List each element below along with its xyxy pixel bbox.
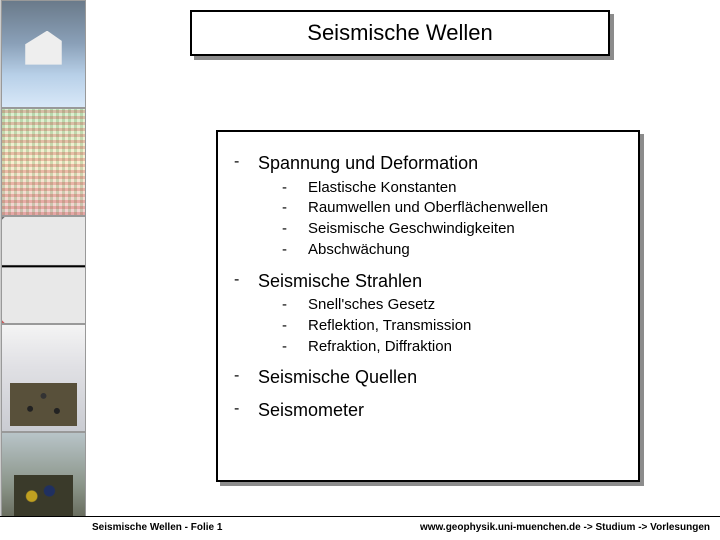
list-item: - Snell'sches Gesetz <box>282 296 622 315</box>
slide-title-box: Seismische Wellen <box>190 10 610 56</box>
section-heading: - Spannung und Deformation <box>234 152 622 175</box>
list-item-text: Raumwellen und Oberflächenwellen <box>308 199 622 218</box>
list-item: - Seismische Geschwindigkeiten <box>282 220 622 239</box>
sidebar-image-cross-section <box>1 216 86 324</box>
section-heading: - Seismometer <box>234 399 622 422</box>
bullet-icon: - <box>234 152 258 175</box>
list-item-text: Snell'sches Gesetz <box>308 296 622 315</box>
footer-left-text: Seismische Wellen - Folie 1 <box>92 522 222 533</box>
section-heading-text: Seismometer <box>258 399 364 422</box>
section-heading: - Seismische Quellen <box>234 366 622 389</box>
image-sidebar <box>0 0 86 540</box>
bullet-icon: - <box>234 366 258 389</box>
section-heading-text: Seismische Quellen <box>258 366 417 389</box>
bullet-icon: - <box>282 296 308 315</box>
list-item: - Reflektion, Transmission <box>282 317 622 336</box>
bullet-icon: - <box>282 317 308 336</box>
list-item-text: Elastische Konstanten <box>308 179 622 198</box>
bullet-icon: - <box>282 199 308 218</box>
bullet-icon: - <box>282 220 308 239</box>
section-heading: - Seismische Strahlen <box>234 270 622 293</box>
sidebar-image-seismogram <box>1 108 86 216</box>
list-item: - Elastische Konstanten <box>282 179 622 198</box>
footer-right-text: www.geophysik.uni-muenchen.de -> Studium… <box>420 522 710 533</box>
list-item: - Refraktion, Diffraktion <box>282 338 622 357</box>
list-item: - Raumwellen und Oberflächenwellen <box>282 199 622 218</box>
list-item-text: Refraktion, Diffraktion <box>308 338 622 357</box>
bullet-icon: - <box>282 241 308 260</box>
section-heading-text: Spannung und Deformation <box>258 152 478 175</box>
sidebar-image-ship <box>1 0 86 108</box>
section-heading-text: Seismische Strahlen <box>258 270 422 293</box>
slide-title: Seismische Wellen <box>307 20 492 46</box>
bullet-icon: - <box>282 338 308 357</box>
list-item-text: Seismische Geschwindigkeiten <box>308 220 622 239</box>
bullet-icon: - <box>282 179 308 198</box>
list-item: - Abschwächung <box>282 241 622 260</box>
bullet-icon: - <box>234 399 258 422</box>
list-item-text: Reflektion, Transmission <box>308 317 622 336</box>
slide-footer: Seismische Wellen - Folie 1 www.geophysi… <box>0 516 720 540</box>
list-item-text: Abschwächung <box>308 241 622 260</box>
bullet-icon: - <box>234 270 258 293</box>
sidebar-image-winter-trees <box>1 324 86 432</box>
slide-body-box: - Spannung und Deformation - Elastische … <box>216 130 640 482</box>
